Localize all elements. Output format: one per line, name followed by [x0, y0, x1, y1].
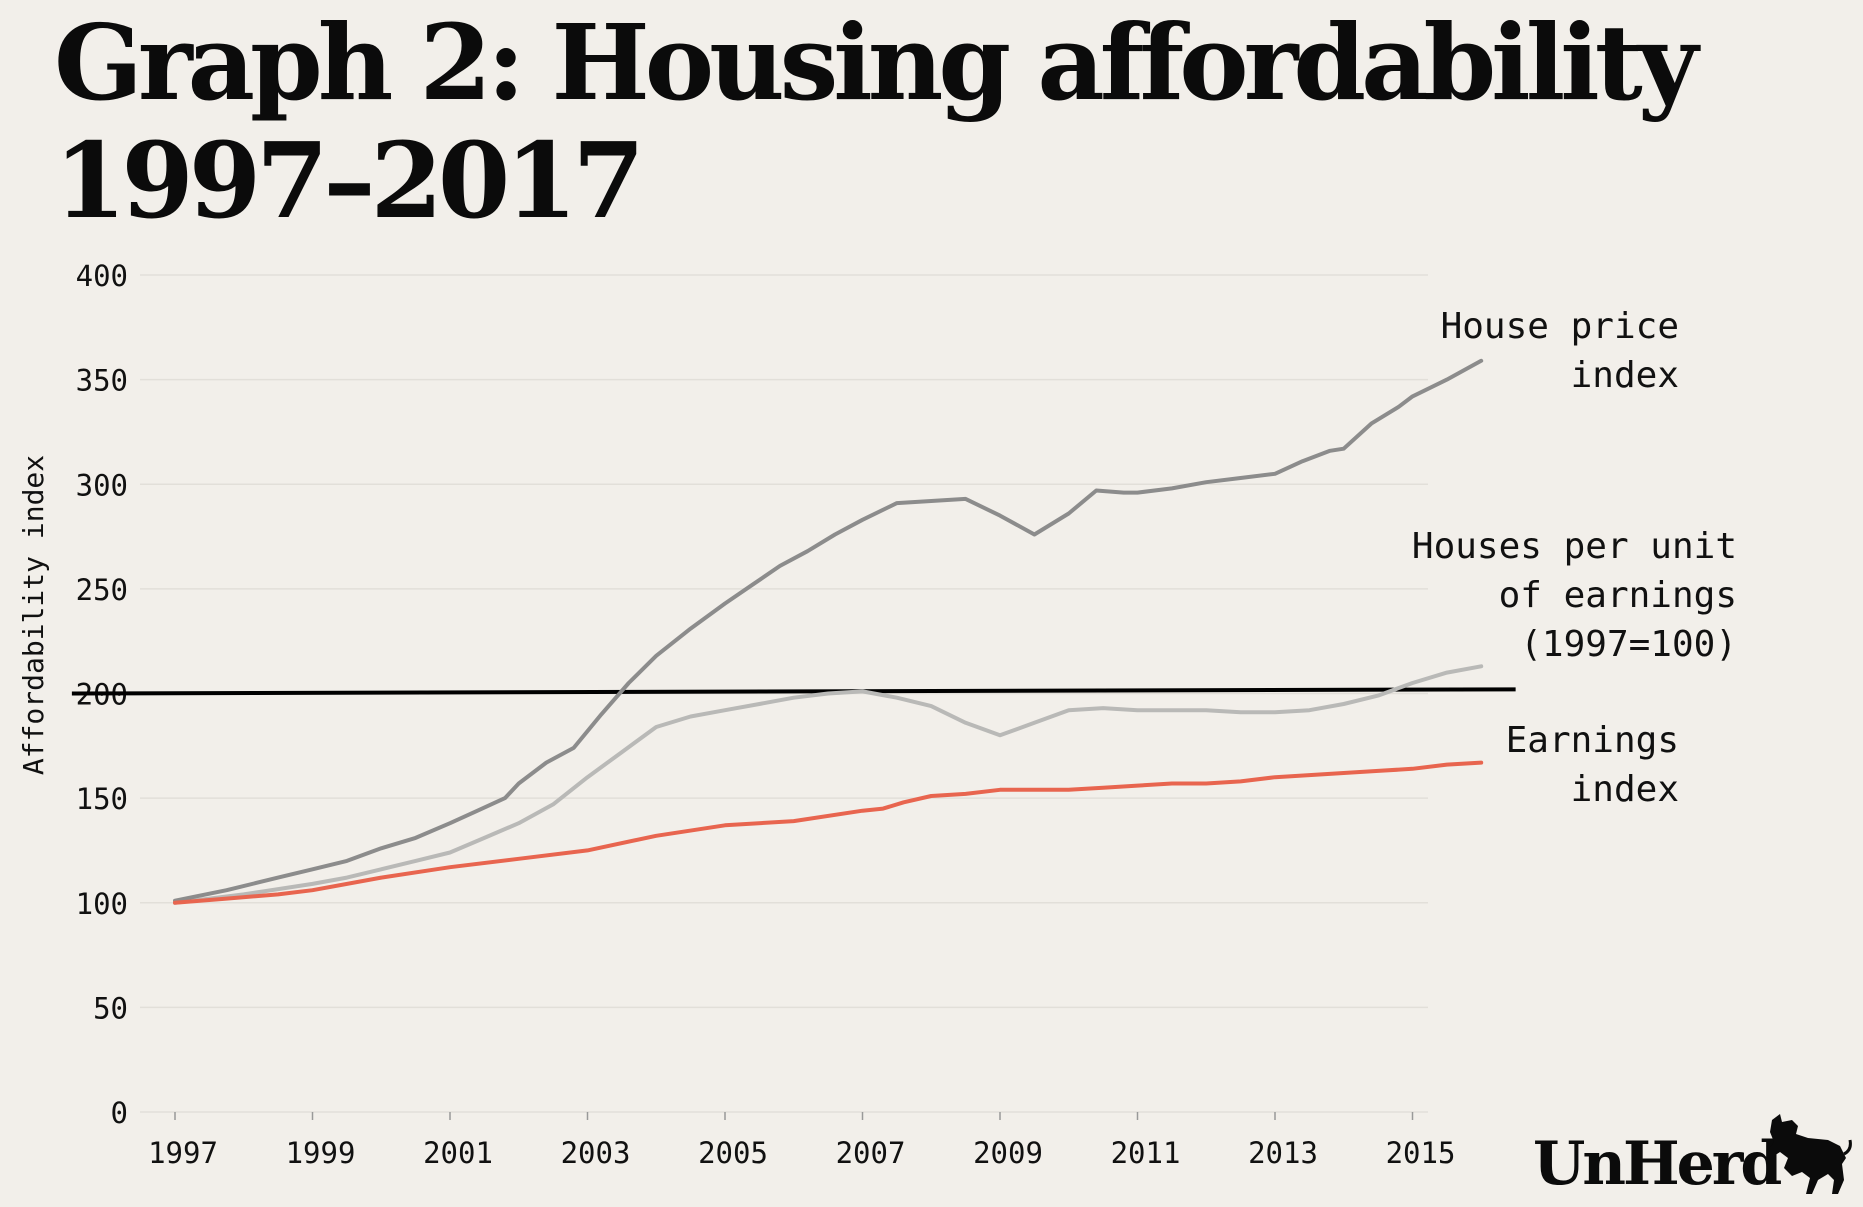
series-label-earnings: Earnings [1506, 720, 1679, 761]
x-tick-label: 2005 [698, 1136, 768, 1170]
bull-icon [1768, 1114, 1852, 1194]
series-label-earnings: index [1571, 769, 1679, 810]
x-tick-label: 1997 [148, 1136, 218, 1170]
y-tick-label: 0 [111, 1096, 128, 1130]
series-line-earnings [173, 760, 1484, 905]
y-tick-label: 300 [76, 468, 128, 502]
series-label-house-price: House price [1441, 306, 1679, 347]
series-line-house-price [173, 358, 1484, 903]
unherd-logo: UnHerd [1533, 1129, 1782, 1199]
y-tick-label: 150 [76, 782, 128, 816]
series-label-houses-per-earnings: of earnings [1499, 575, 1737, 616]
y-tick-label: 100 [76, 887, 128, 921]
series-label-houses-per-earnings: (1997=100) [1520, 624, 1737, 665]
x-tick-label: 2015 [1386, 1136, 1456, 1170]
x-tick-label: 1999 [286, 1136, 356, 1170]
x-tick-label: 2007 [836, 1136, 906, 1170]
x-tick-label: 2009 [973, 1136, 1043, 1170]
x-tick-label: 2011 [1111, 1136, 1181, 1170]
series-line-houses-per-earnings [173, 664, 1484, 905]
reference-line-200 [71, 687, 1516, 696]
x-tick-label: 2003 [561, 1136, 631, 1170]
y-axis-label: Affordability index [17, 455, 50, 775]
x-tick-label: 2001 [423, 1136, 493, 1170]
y-tick-label: 250 [76, 573, 128, 607]
y-tick-label: 400 [76, 259, 128, 293]
title-line-2: 1997–2017 [54, 119, 645, 242]
title-line-1: Graph 2: Housing affordability [54, 1, 1698, 124]
y-tick-label: 350 [76, 364, 128, 398]
x-tick-label: 2013 [1248, 1136, 1318, 1170]
series-label-house-price: index [1571, 355, 1679, 396]
page-title: Graph 2: Housing affordability 1997–2017 [54, 1, 1698, 242]
y-tick-label: 50 [93, 991, 128, 1025]
series-label-houses-per-earnings: Houses per unit [1412, 526, 1737, 567]
